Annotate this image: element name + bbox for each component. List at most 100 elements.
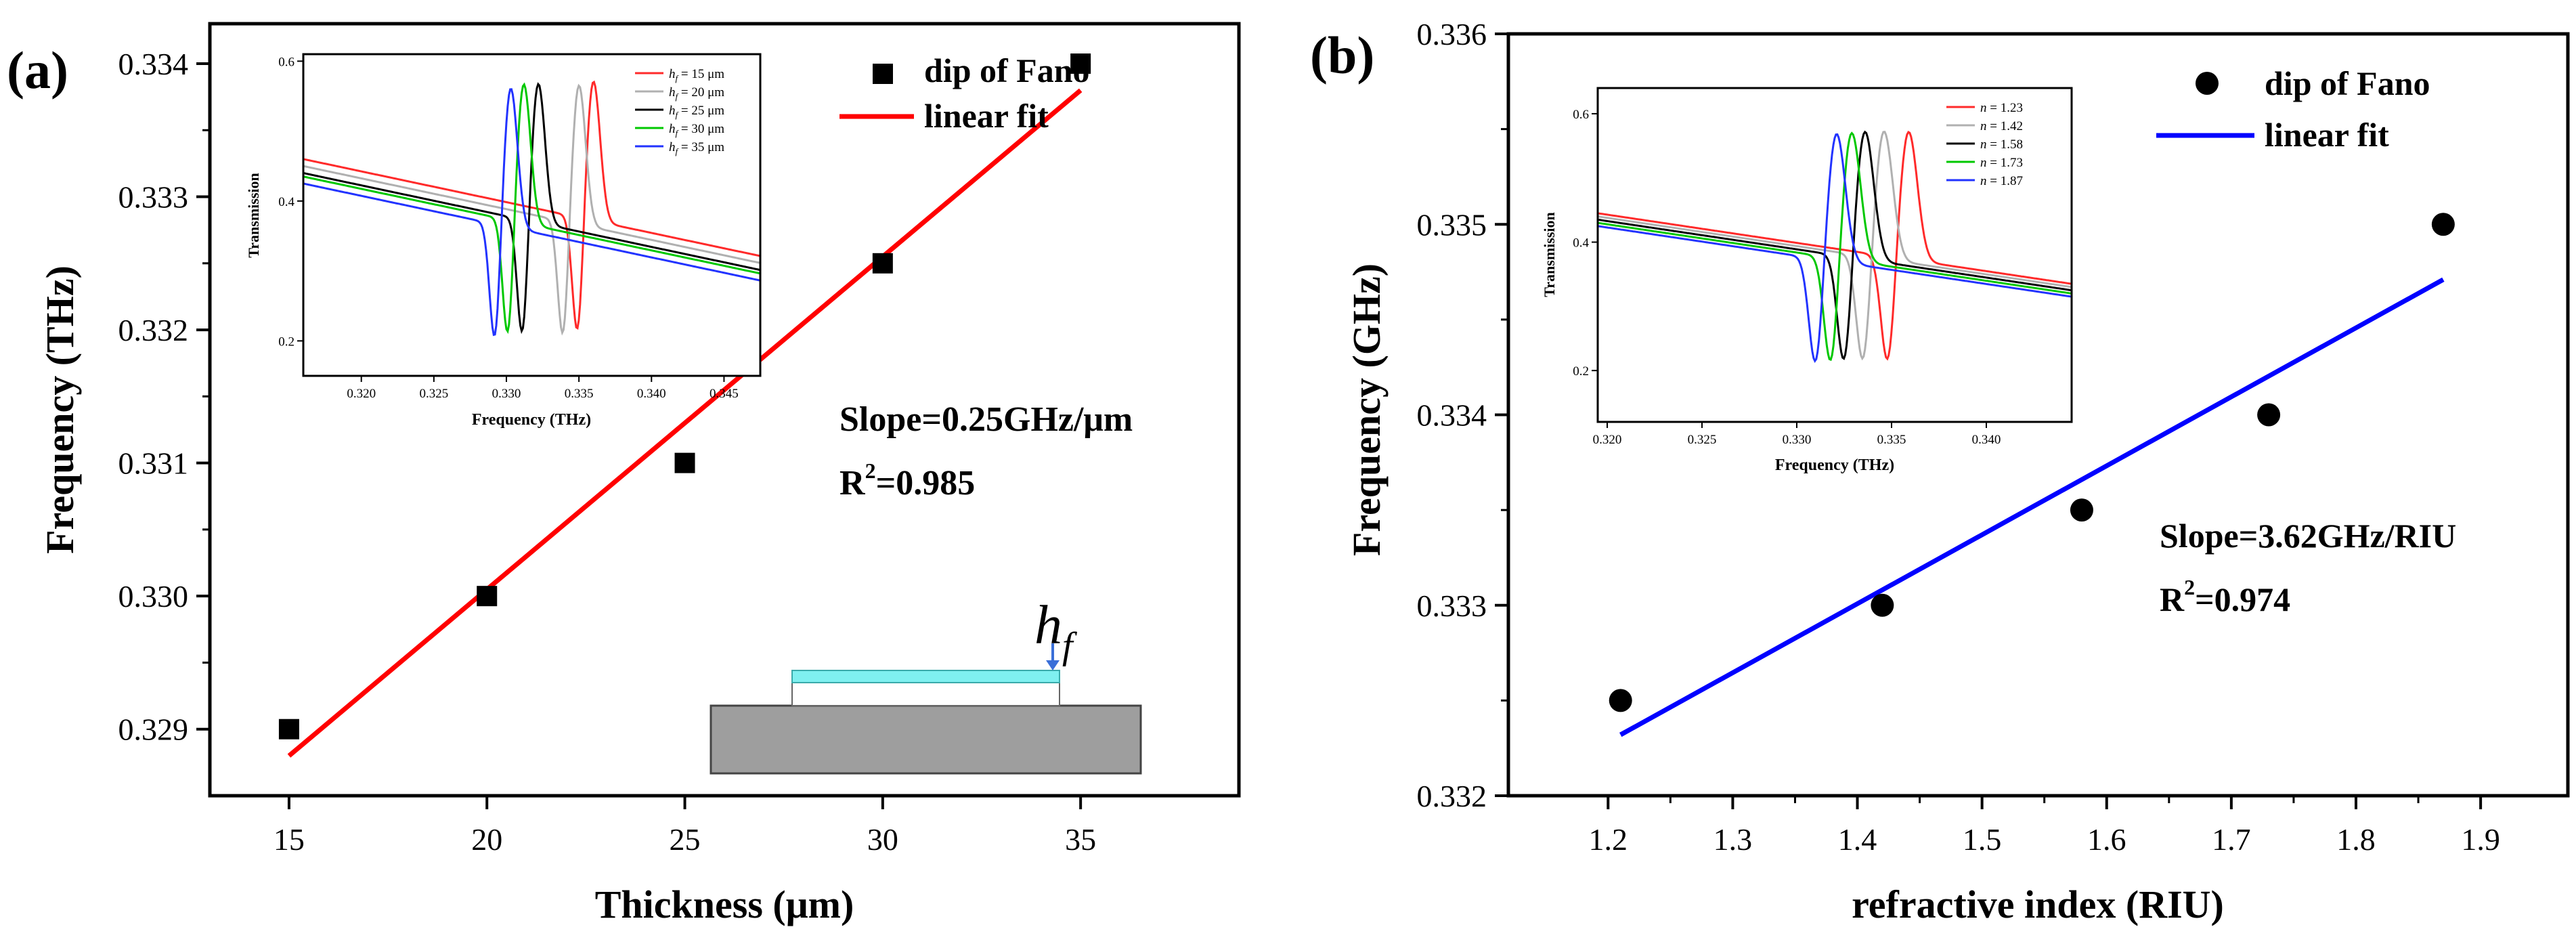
y-tick-label: 0.334 (118, 47, 189, 81)
inset-x-tick-label: 0.335 (565, 387, 594, 401)
y-tick-label: 0.336 (1417, 17, 1487, 51)
legend-marker-circle (2196, 72, 2219, 95)
x-tick-label: 35 (1065, 822, 1096, 857)
inset-y-tick-label: 0.6 (1573, 108, 1589, 122)
inset-y-tick-label: 0.2 (278, 335, 294, 349)
y-tick-label: 0.333 (118, 180, 189, 215)
inset-legend-label: hf = 25 μm (669, 104, 724, 120)
inset-x-tick-label: 0.335 (1877, 433, 1906, 447)
inset-curve (303, 82, 761, 335)
inset-curve (303, 88, 761, 337)
y-tick-label: 0.332 (118, 313, 189, 347)
fit-line (1619, 277, 2445, 737)
x-tick-label: 20 (471, 822, 502, 857)
y-tick-label: 0.333 (1417, 588, 1487, 623)
y-tick-label: 0.334 (1417, 398, 1487, 433)
data-point (1871, 593, 1894, 617)
data-point (1070, 53, 1091, 74)
inset-curves-a (303, 80, 761, 337)
structure-schematic: hf (710, 594, 1142, 775)
data-point (2431, 213, 2455, 236)
inset-b: 0.320 0.325 0.330 0.335 0.340 0.2 0.4 0.6 n = … (1541, 87, 2073, 474)
inset-legend-label: hf = 15 μm (669, 67, 724, 83)
inset-y-tick-label: 0.6 (278, 55, 294, 69)
inset-x-title-a: Frequency (THz) (472, 411, 591, 429)
inset-legend-label: hf = 35 μm (669, 140, 724, 156)
spacer-layer (791, 682, 1060, 706)
y-axis-a: 0.329 0.330 0.331 0.332 0.333 0.334 (118, 47, 210, 747)
x-tick-label: 1.7 (2212, 822, 2251, 857)
x-tick-label: 25 (670, 822, 701, 857)
data-point (2257, 403, 2281, 427)
data-point (872, 253, 893, 274)
inset-curve (303, 83, 761, 336)
inset-x-tick-label: 0.320 (347, 387, 376, 401)
plot-area-a (278, 53, 1091, 758)
inset-legend-b: n = 1.23 n = 1.42 n = 1.58 n = 1.73 n = 1.87 (1946, 101, 2023, 188)
slope-annotation-b: Slope=3.62GHz/RIU (2160, 517, 2456, 555)
panel-label-a: (a) (7, 41, 68, 100)
legend-marker-square (873, 64, 893, 84)
legend-label-fit-b: linear fit (2265, 116, 2389, 154)
x-tick-label: 1.5 (1963, 822, 2002, 857)
inset-x-tick-label: 0.340 (637, 387, 666, 401)
inset-legend-label: n = 1.58 (1980, 137, 2023, 152)
plot-frame-b (1506, 32, 2570, 798)
inset-y-axis-a: 0.2 0.4 0.6 (278, 55, 303, 349)
inset-y-title-a: Transmission (245, 173, 262, 258)
x-tick-label: 30 (867, 822, 898, 857)
x-axis-b: 1.2 1.3 1.4 1.5 1.6 1.7 1.8 1.9 (1589, 796, 2500, 857)
x-tick-label: 1.2 (1589, 822, 1628, 857)
x-axis-title-a: Thickness (μm) (595, 882, 854, 926)
inset-curve (1597, 131, 2072, 361)
inset-x-tick-label: 0.325 (419, 387, 448, 401)
y-tick-label: 0.331 (118, 446, 189, 481)
y-tick-label: 0.335 (1417, 207, 1487, 242)
inset-curve (1597, 133, 2072, 364)
inset-curve (1597, 131, 2072, 362)
inset-background-b (1598, 88, 2072, 422)
x-tick-label: 1.9 (2461, 822, 2500, 857)
inset-a: 0.320 0.325 0.330 0.335 0.340 0.345 0.2 0.4 0.6… (245, 53, 762, 429)
y-axis-title-b: Frequency (GHz) (1345, 263, 1389, 556)
arrow-down-icon (1046, 660, 1060, 670)
x-tick-label: 1.6 (2087, 822, 2126, 857)
legend-label-fit-a: linear fit (924, 97, 1049, 135)
inset-x-axis-a: 0.320 0.325 0.330 0.335 0.340 0.345 (347, 376, 739, 401)
data-point (477, 586, 498, 607)
x-tick-label: 15 (274, 822, 305, 857)
inset-legend-label: n = 1.23 (1980, 101, 2023, 115)
inset-curve (1597, 130, 2072, 360)
r2-annotation-b: R2=0.974 (2160, 575, 2290, 618)
inset-curves-b (1597, 130, 2072, 364)
panel-b: (b) 1.2 1.3 1.4 1.5 1.6 1.7 1.8 1.9 0.3320.3330… (1310, 17, 2570, 926)
inset-curve (1597, 131, 2072, 361)
inset-legend-label: n = 1.42 (1980, 119, 2023, 133)
hf-label: hf (1034, 594, 1078, 667)
y-tick-label: 0.329 (118, 712, 189, 747)
inset-y-title-b: Transmission (1541, 212, 1558, 297)
y-axis-b: 0.332 0.333 0.334 0.335 0.336 (1417, 17, 1508, 813)
inset-x-tick-label: 0.330 (1783, 433, 1812, 447)
film-layer (791, 670, 1060, 683)
inset-x-tick-label: 0.330 (492, 387, 521, 401)
inset-y-tick-label: 0.2 (1573, 364, 1589, 379)
inset-legend-label: hf = 20 μm (669, 85, 724, 102)
inset-x-tick-label: 0.320 (1593, 433, 1622, 447)
inset-x-tick-label: 0.345 (710, 387, 739, 401)
inset-y-tick-label: 0.4 (278, 195, 294, 209)
x-axis-a: 15 20 25 30 35 (274, 796, 1096, 857)
inset-curve (303, 80, 761, 330)
panel-label-b: (b) (1310, 26, 1374, 85)
slope-annotation-a: Slope=0.25GHz/μm (839, 400, 1133, 439)
inset-frame-a (302, 53, 762, 377)
plot-frame-a (208, 22, 1241, 798)
inset-y-axis-b: 0.2 0.4 0.6 (1573, 108, 1598, 379)
data-point (674, 452, 695, 473)
data-point (1609, 689, 1632, 712)
legend-label-dip-b: dip of Fano (2265, 64, 2430, 102)
data-point (278, 719, 299, 740)
inset-legend-a: hf = 15 μm hf = 20 μm hf = 25 μm hf = 30 μm… (635, 67, 724, 156)
legend-label-dip-a: dip of Fano (924, 51, 1090, 89)
y-axis-title-a: Frequency (THz) (38, 265, 82, 554)
